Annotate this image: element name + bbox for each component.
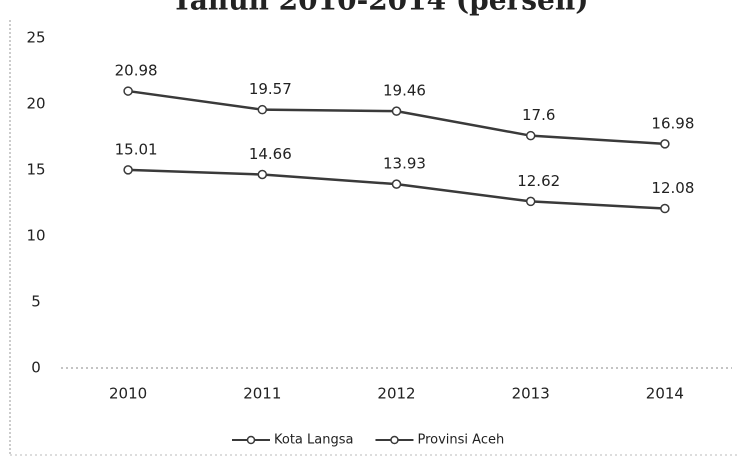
- legend-label: Kota Langsa: [274, 433, 353, 448]
- point-marker: [391, 179, 402, 189]
- point-marker: [257, 104, 268, 115]
- data-label: 12.08: [651, 179, 694, 197]
- legend-marker: [246, 435, 256, 445]
- x-tick-label: 2010: [109, 385, 147, 403]
- y-tick-label: 5: [31, 293, 41, 311]
- point-marker: [391, 106, 402, 116]
- y-tick-label: 10: [26, 227, 45, 245]
- point-marker: [123, 165, 133, 175]
- data-label: 12.62: [517, 172, 560, 190]
- y-tick-label: 0: [31, 359, 41, 377]
- legend-label: Provinsi Aceh: [417, 433, 504, 448]
- legend-marker: [390, 435, 399, 445]
- data-label: 19.46: [383, 82, 426, 100]
- x-tick-label: 2011: [243, 385, 281, 403]
- point-marker: [660, 203, 670, 214]
- data-label: 13.93: [383, 155, 426, 173]
- data-label: 14.66: [249, 145, 292, 163]
- y-tick-label: 15: [26, 161, 45, 179]
- point-marker: [525, 196, 536, 207]
- point-marker: [257, 169, 268, 180]
- point-marker: [123, 86, 133, 96]
- y-tick-label: 25: [26, 29, 45, 47]
- x-tick-label: 2014: [646, 385, 684, 403]
- data-label: 16.98: [651, 114, 694, 132]
- data-label: 17.6: [522, 106, 555, 124]
- point-marker: [525, 130, 536, 141]
- data-label: 15.01: [115, 140, 158, 158]
- x-tick-label: 2012: [377, 385, 415, 403]
- x-tick-label: 2013: [512, 385, 550, 403]
- point-marker: [660, 139, 670, 149]
- data-label: 19.57: [249, 80, 292, 98]
- y-tick-label: 20: [26, 95, 45, 113]
- chart-title: Tahun 2010-2014 (persen): [172, 0, 589, 17]
- data-label: 20.98: [115, 62, 158, 80]
